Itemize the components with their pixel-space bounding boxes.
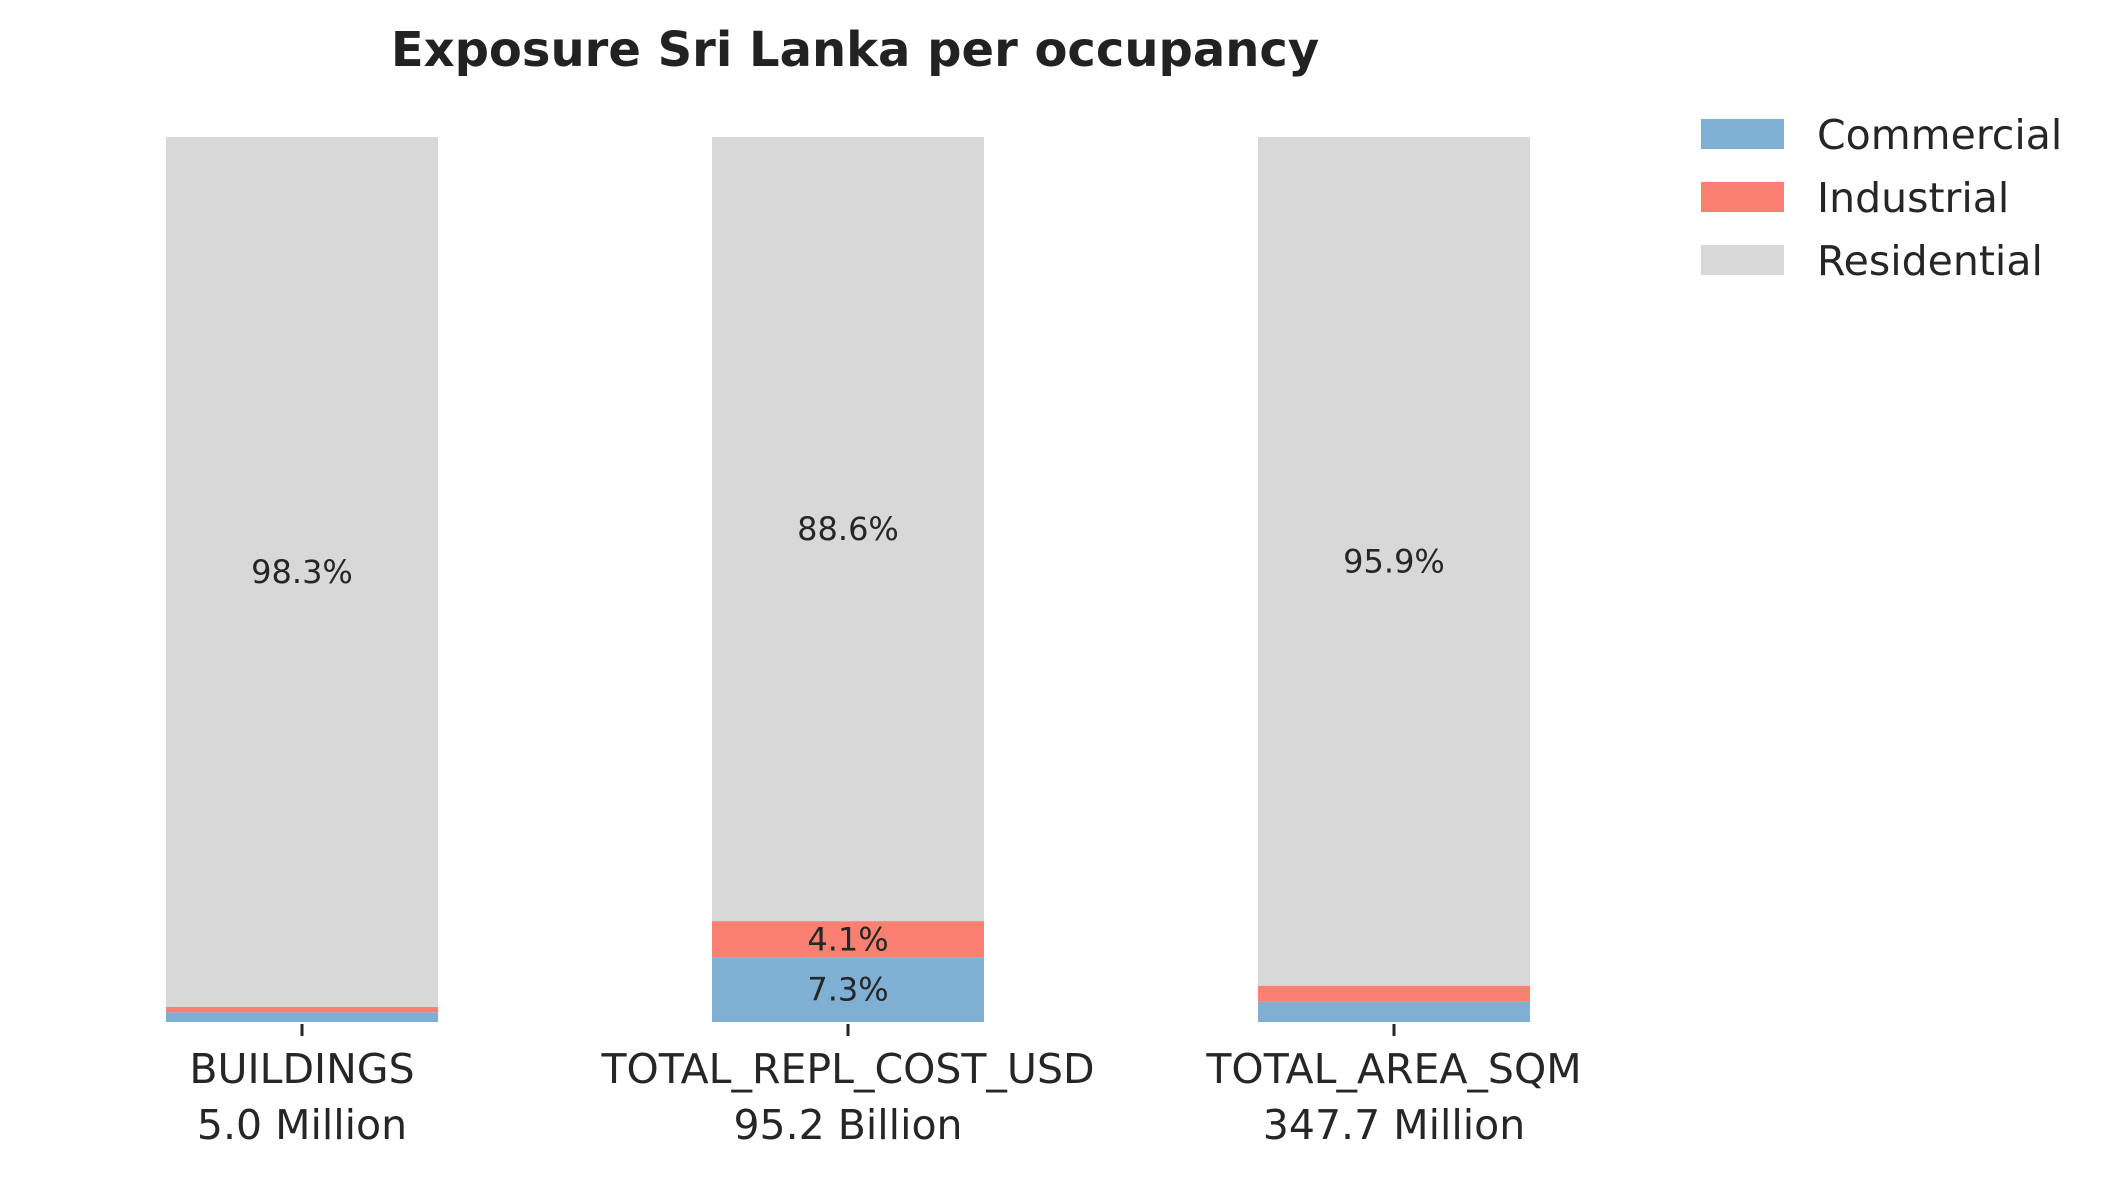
x-tick-total: 347.7 Million — [1263, 1101, 1525, 1149]
legend-label-industrial: Industrial — [1817, 174, 2009, 222]
bar-segment-industrial — [712, 921, 984, 958]
legend-swatch-commercial — [1701, 119, 1784, 149]
bar-segment-industrial — [1258, 985, 1530, 1002]
bar-segment-residential — [712, 137, 984, 922]
chart-title: Exposure Sri Lanka per occupancy — [391, 22, 1319, 78]
legend-swatch-residential — [1701, 245, 1784, 275]
bars-layer — [166, 137, 1530, 1022]
bar-value-label: 7.3% — [807, 971, 888, 1009]
bar-value-label: 98.3% — [251, 553, 353, 591]
x-tick-total: 5.0 Million — [197, 1101, 407, 1149]
bar-segment-residential — [166, 137, 438, 1007]
bar-value-label: 4.1% — [807, 920, 888, 958]
bar-value-label: 95.9% — [1343, 542, 1445, 580]
x-tick-total: 95.2 Billion — [733, 1101, 962, 1149]
bar-segment-commercial — [1258, 1001, 1530, 1022]
bar-segment-commercial — [166, 1012, 438, 1022]
bar-labels-layer: 98.3% 7.3% 4.1% 88.6% 95.9% — [251, 510, 1445, 1009]
bar-segment-residential — [1258, 137, 1530, 986]
bar-segment-industrial — [166, 1006, 438, 1013]
legend: Commercial Industrial Residential — [1701, 111, 2062, 285]
x-tick-label: TOTAL_REPL_COST_USD — [600, 1045, 1094, 1093]
x-tick-label: TOTAL_AREA_SQM — [1205, 1045, 1581, 1093]
bar-segment-commercial — [712, 957, 984, 1022]
legend-label-residential: Residential — [1817, 237, 2043, 285]
x-axis: BUILDINGS 5.0 Million TOTAL_REPL_COST_USD 9… — [189, 1024, 1582, 1149]
bar-value-label: 88.6% — [797, 510, 899, 548]
legend-label-commercial: Commercial — [1817, 111, 2062, 159]
x-tick-label: BUILDINGS — [189, 1045, 414, 1093]
legend-swatch-industrial — [1701, 182, 1784, 212]
